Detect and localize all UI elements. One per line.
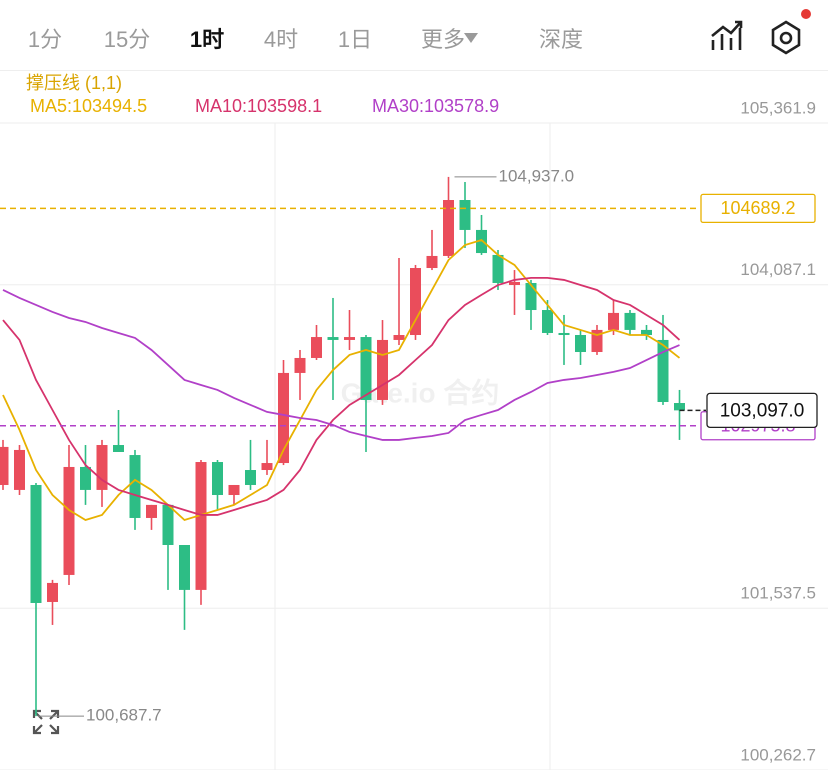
y-tick-label: 105,361.9 — [740, 98, 816, 117]
candle-body — [377, 339, 388, 400]
candle-body — [443, 200, 454, 256]
candle-body — [179, 544, 190, 590]
watermark: Gate.io 合约 — [341, 376, 500, 408]
candle-body — [393, 335, 405, 340]
candle-body — [212, 462, 223, 496]
candle-body — [47, 582, 58, 602]
legend-entry: MA10:103598.1 — [195, 96, 322, 116]
tab[interactable]: 深度 — [538, 27, 584, 52]
indicator-icon[interactable] — [711, 20, 743, 50]
last-price-box — [706, 392, 818, 429]
candle-body — [525, 282, 537, 311]
y-tick-label: 101,537.5 — [740, 584, 816, 603]
candle-body — [591, 329, 603, 353]
legend-entry: MA5:103494.5 — [30, 96, 147, 116]
candle-body — [80, 466, 91, 490]
ma-line — [2, 289, 680, 441]
candle-body — [641, 329, 652, 336]
ma-line — [2, 238, 681, 522]
candle-body — [278, 372, 289, 464]
candle-body — [113, 445, 124, 452]
tab[interactable]: 15分 — [103, 27, 151, 52]
candle-body — [410, 268, 421, 336]
tab[interactable]: 4时 — [263, 27, 299, 52]
candle-body — [575, 335, 586, 353]
candle-body — [294, 357, 306, 373]
candle-body — [63, 466, 75, 575]
y-tick-label: 100,262.7 — [740, 745, 816, 764]
candle-body — [657, 339, 669, 403]
candle-body — [96, 445, 108, 490]
candle-body — [129, 455, 141, 518]
dropdown-arrow — [464, 33, 478, 43]
legend-entry: MA30:103578.9 — [372, 96, 499, 116]
candle-body — [245, 470, 256, 485]
candle-body — [14, 449, 25, 490]
candle-body — [30, 484, 42, 603]
low-marker-label: 100,687.7 — [86, 706, 162, 725]
y-tick-label: 104,087.1 — [740, 260, 816, 279]
candle-body — [459, 200, 471, 230]
candle-body — [228, 484, 240, 496]
support-label: 102975.8 — [720, 416, 795, 436]
indicator-label: 撑压线 (1,1) — [26, 73, 122, 93]
support-box — [700, 411, 816, 441]
candle-body — [476, 229, 487, 254]
candle-body — [162, 504, 174, 545]
candle-body — [624, 312, 636, 330]
tab[interactable]: 1时 — [189, 27, 225, 52]
candle-body — [426, 255, 438, 269]
candle-body — [327, 337, 339, 340]
last-price-label: 103,097.0 — [720, 400, 805, 421]
candle-body — [311, 337, 322, 358]
ma-line — [2, 277, 681, 516]
candle-body — [492, 254, 504, 283]
resistance-label: 104689.2 — [720, 198, 795, 218]
candle-body — [195, 462, 207, 590]
candle-body — [146, 504, 157, 518]
candle-body — [674, 403, 685, 411]
toolbar-icons — [711, 9, 811, 55]
expand-icon[interactable] — [32, 709, 60, 735]
candle-body — [360, 337, 372, 400]
candle-body — [542, 310, 553, 333]
settings-icon[interactable] — [771, 20, 801, 55]
candle-body — [608, 312, 619, 330]
tab[interactable]: 1分 — [27, 27, 63, 52]
candle-body — [344, 337, 355, 340]
tab[interactable]: 更多 — [420, 27, 466, 52]
candle-body — [558, 332, 570, 336]
resistance-box — [700, 193, 816, 224]
notification-dot — [801, 9, 811, 19]
tab[interactable]: 1日 — [337, 27, 373, 52]
tab-bar: 1分 15分 1时 4时 1日 更多 深度 — [0, 0, 828, 71]
candle-body — [509, 281, 520, 286]
candle-body — [261, 463, 273, 471]
high-marker-label: 104,937.0 — [499, 166, 575, 185]
candle-body — [0, 446, 9, 485]
